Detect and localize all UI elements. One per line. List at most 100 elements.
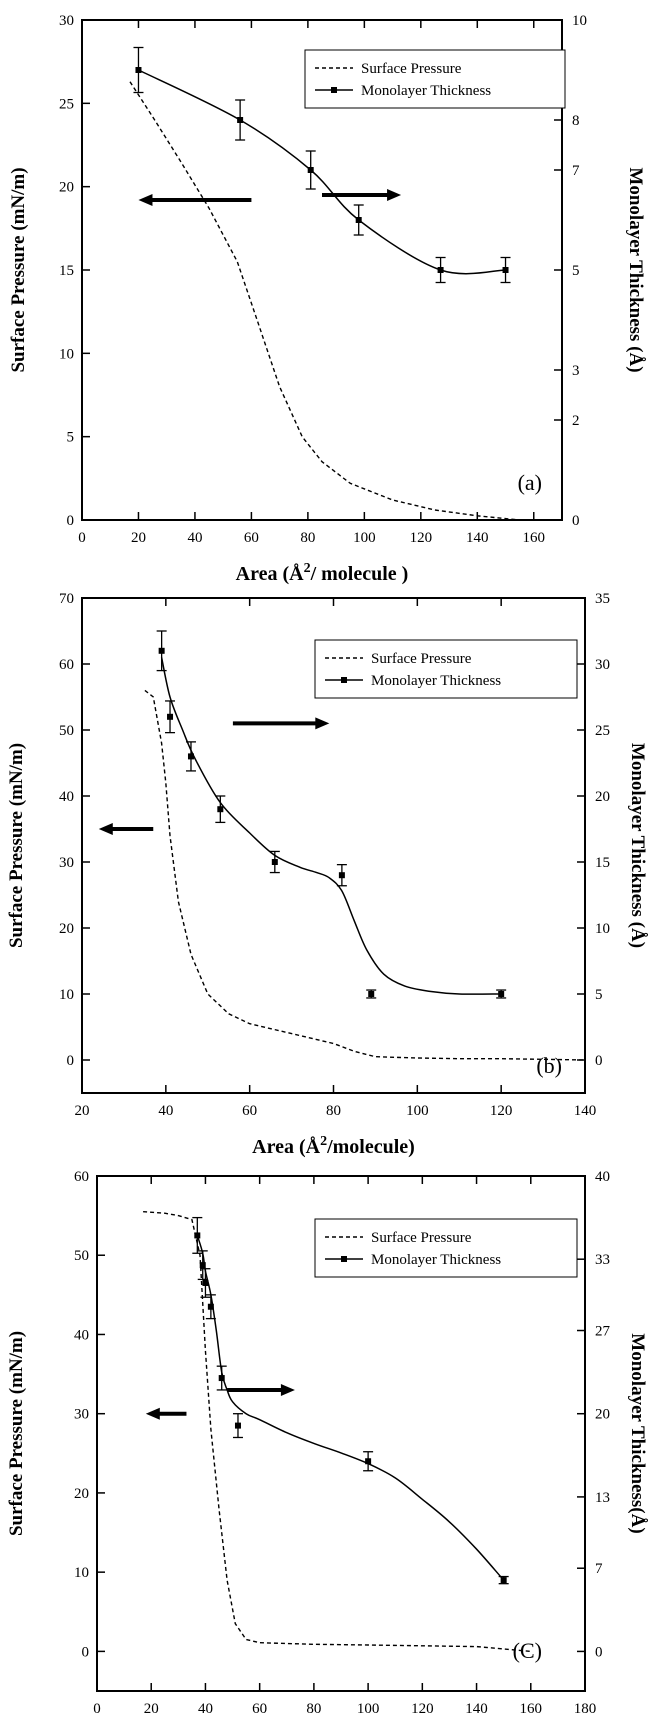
legend-entry: Surface Pressure (361, 61, 462, 77)
square-marker (207, 1303, 214, 1310)
y-tick-label: 70 (59, 591, 74, 607)
x-tick-label: 20 (144, 1701, 159, 1717)
square-marker (355, 217, 362, 223)
x-tick-label: 20 (131, 530, 146, 546)
y-axis-title: Surface Pressure (mN/m) (8, 167, 29, 372)
arrow-head (315, 717, 330, 730)
y2-axis-title: Monolayer Thickness(Å) (627, 1333, 648, 1533)
y-tick-label: 30 (59, 13, 74, 29)
square-marker (368, 991, 375, 997)
legend-entry: Surface Pressure (371, 651, 472, 667)
x-tick-label: 60 (252, 1701, 267, 1717)
legend-swatch-marker (331, 87, 337, 93)
y-axis-title: Surface Pressure (mN/m) (6, 1331, 27, 1536)
x-tick-label: 40 (198, 1701, 213, 1717)
legend-entry: Surface Pressure (371, 1230, 472, 1246)
arrow-head (145, 1407, 160, 1420)
x-tick-label: 140 (466, 530, 489, 546)
square-marker (135, 67, 142, 73)
series-monolayer-thickness (156, 630, 507, 999)
data-point (165, 700, 176, 734)
square-marker (502, 267, 509, 273)
square-marker (167, 713, 174, 720)
square-marker (234, 1422, 241, 1429)
x-tick-label: 100 (406, 1103, 429, 1119)
legend-box (304, 49, 566, 109)
square-marker (187, 753, 194, 760)
x-tick-label: 180 (574, 1701, 597, 1717)
y2-tick-label: 10 (572, 13, 587, 29)
data-point (269, 850, 280, 874)
data-point (305, 150, 316, 190)
axis-arrow-right (322, 189, 402, 201)
legend-box (314, 1218, 578, 1278)
data-point (366, 989, 377, 999)
y2-tick-label: 30 (595, 657, 610, 673)
axis-arrow-right (227, 1383, 295, 1396)
x-tick-label: 80 (306, 1701, 321, 1717)
chart-panel-1: 0 20 40 60 80 100 120 140 160 0 5 10 15 20 25 30 0 2 3 5 7 8 1… (8, 13, 646, 585)
y-tick-label: 60 (74, 1169, 89, 1185)
y2-tick-label: 15 (595, 855, 610, 871)
x-tick-label: 80 (300, 530, 315, 546)
y-tick-label: 10 (59, 987, 74, 1003)
series-surface-pressure (144, 689, 586, 1061)
y-tick-label: 20 (59, 921, 74, 937)
square-marker (338, 872, 345, 879)
y2-tick-label: 40 (595, 1169, 610, 1185)
y-tick-label: 30 (74, 1407, 89, 1423)
x-tick-label: 80 (326, 1103, 341, 1119)
data-point (435, 256, 446, 284)
y-tick-label: 0 (67, 1053, 75, 1069)
square-marker (271, 859, 278, 865)
x-tick-label: 20 (75, 1103, 90, 1119)
axis-arrow-left (145, 1407, 187, 1420)
data-point (185, 741, 196, 772)
x-tick-label: 0 (78, 530, 86, 546)
legend: Surface Pressure Monolayer Thickness (314, 639, 578, 699)
square-marker (217, 806, 224, 813)
y-tick-label: 60 (59, 657, 74, 673)
legend-entry: Monolayer Thickness (371, 673, 501, 689)
legend-box (314, 639, 578, 699)
data-point (336, 863, 347, 887)
plot-frame (96, 1175, 586, 1692)
arrow-head (138, 194, 153, 206)
square-marker (500, 1577, 507, 1584)
x-axis-title: Area (Å2/molecule) (252, 1134, 415, 1158)
surface-pressure-line (143, 1211, 531, 1653)
y2-tick-label: 27 (595, 1324, 611, 1340)
series-monolayer-thickness (192, 1216, 509, 1585)
data-point (200, 1268, 211, 1298)
y2-tick-label: 2 (572, 413, 580, 429)
x-tick-label: 140 (465, 1701, 488, 1717)
surface-pressure-line (129, 81, 520, 521)
legend-entry: Monolayer Thickness (361, 83, 491, 99)
square-marker (498, 991, 505, 997)
y2-tick-label: 20 (595, 789, 610, 805)
data-point (353, 204, 364, 236)
legend-entry: Monolayer Thickness (371, 1252, 501, 1268)
y2-tick-label: 3 (572, 363, 580, 379)
chart-panel-2: 20 40 60 80 100 120 140 0 10 20 30 40 50 60 70 0 5 10 15 20… (6, 591, 648, 1158)
y2-tick-label: 10 (595, 921, 610, 937)
y2-tick-label: 8 (572, 113, 580, 129)
y2-tick-label: 0 (572, 513, 580, 529)
data-point (363, 1451, 374, 1472)
x-tick-label: 160 (523, 530, 546, 546)
panel-label: (a) (518, 470, 542, 495)
x-tick-label: 40 (187, 530, 202, 546)
y2-axis-title: Monolayer Thickness (Å) (627, 743, 648, 948)
data-point (498, 1575, 509, 1585)
x-tick-label: 120 (411, 1701, 434, 1717)
y2-tick-label: 13 (595, 1490, 610, 1506)
series-monolayer-thickness (133, 46, 511, 284)
square-marker (202, 1279, 209, 1286)
square-marker (437, 267, 444, 273)
square-marker (365, 1458, 372, 1465)
data-point (215, 795, 226, 824)
x-tick-label: 120 (410, 530, 433, 546)
monolayer-thickness-fit-line (160, 657, 502, 995)
y-tick-label: 50 (59, 723, 74, 739)
